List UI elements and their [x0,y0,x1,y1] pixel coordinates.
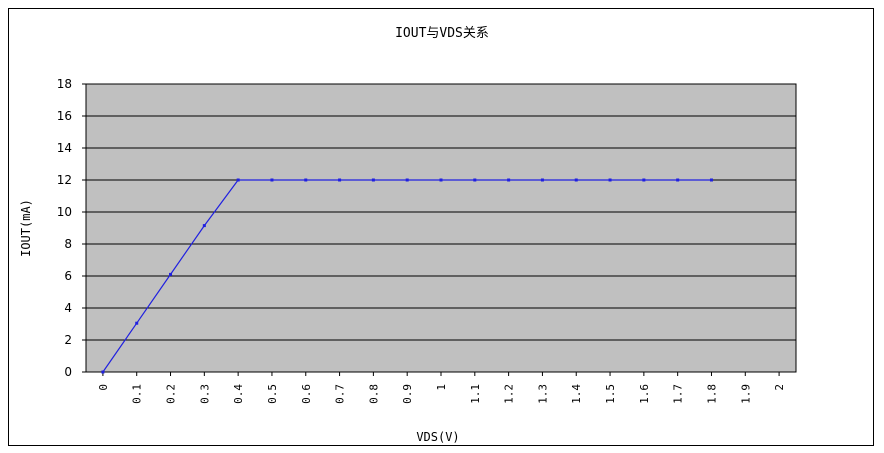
data-point [540,178,544,182]
data-point [676,178,680,182]
x-tick-label: 0.4 [232,384,245,404]
y-tick-label: 12 [57,173,72,187]
data-point [338,178,342,182]
data-point [101,370,105,374]
x-tick-label: 0.9 [401,384,414,404]
x-tick-label: 1.7 [672,384,685,404]
x-tick-label: 0.8 [367,384,380,404]
x-tick-label: 1.8 [705,384,718,404]
y-tick-label: 2 [64,333,72,347]
x-axis-label: VDS(V) [416,430,459,444]
x-tick-label: 1.3 [536,384,549,404]
x-tick-label: 1.6 [638,384,651,404]
data-point [507,178,511,182]
x-tick-label: 0.2 [165,384,178,404]
data-point [236,178,240,182]
x-tick-label: 1.2 [503,384,516,404]
y-tick-label: 10 [57,205,72,219]
y-axis-label: IOUT(mA) [19,199,33,257]
data-point [439,178,443,182]
x-tick-label: 1 [435,384,448,391]
plot-area [85,83,797,373]
data-point [574,178,578,182]
y-tick-label: 6 [64,269,72,283]
y-tick-label: 4 [64,301,72,315]
data-point [709,178,713,182]
data-point [135,321,139,325]
x-tick-label: 1.9 [739,384,752,404]
x-tick-label: 1.5 [604,384,617,404]
x-tick-label: 0 [97,384,110,391]
y-tick-label: 0 [64,365,72,379]
chart-title: IOUT与VDS关系 [395,26,489,41]
data-point [270,178,274,182]
data-point [202,224,206,228]
data-point [642,178,646,182]
x-tick-label: 0.5 [266,384,279,404]
data-point [405,178,409,182]
data-point [169,272,173,276]
x-tick-label: 2 [773,384,786,391]
data-point [473,178,477,182]
x-tick-label: 1.4 [570,384,583,404]
data-point [608,178,612,182]
x-tick-label: 0.7 [334,384,347,404]
y-tick-label: 18 [57,77,72,91]
y-tick-label: 14 [57,141,72,155]
x-tick-label: 0.6 [300,384,313,404]
data-point [371,178,375,182]
data-point [304,178,308,182]
x-tick-label: 0.1 [131,384,144,404]
y-tick-label: 8 [64,237,72,251]
x-tick-label: 1.1 [469,384,482,404]
y-tick-label: 16 [57,109,72,123]
x-tick-label: 0.3 [198,384,211,404]
